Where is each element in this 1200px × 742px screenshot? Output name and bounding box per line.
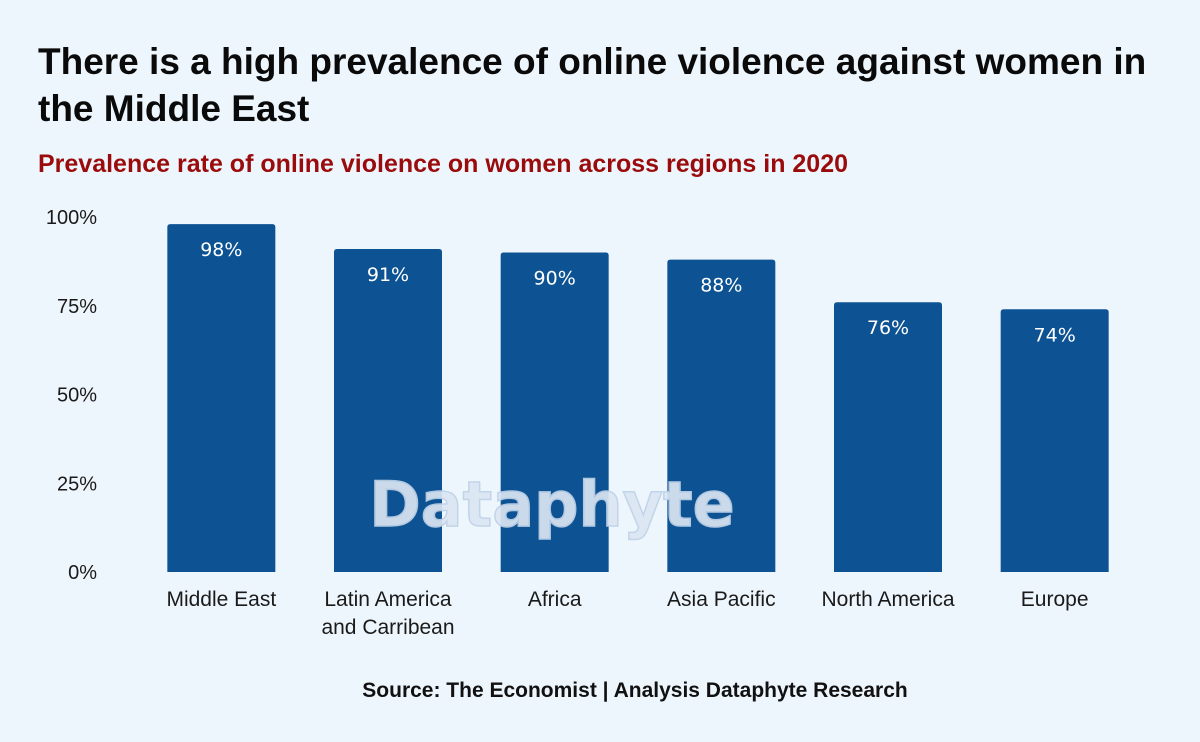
bars [167,224,1109,572]
bar-value-label: 88% [700,275,742,297]
bar [167,224,276,572]
bar [334,248,442,572]
chart-subtitle: Prevalence rate of online violence on wo… [38,150,849,178]
bar [834,302,942,572]
x-tick-label-line: and Carribean [321,616,454,639]
chart-title: There is a high prevalence of online vio… [38,41,1147,129]
x-tick-label-line: Latin America [324,588,452,611]
bar-value-label: 74% [1034,324,1076,346]
y-tick-label: 0% [68,562,97,584]
y-tick-label: 75% [57,296,97,318]
source-note: Source: The Economist | Analysis Dataphy… [362,679,908,702]
y-tick-label: 50% [57,385,97,407]
bar-value-label: 76% [867,317,909,339]
y-axis: 0% 25% 50% 75% 100% [46,207,97,584]
x-tick-label: North America [821,588,954,611]
x-tick-label: Asia Pacific [667,588,776,611]
x-tick-label-line: Asia Pacific [667,588,776,611]
x-tick-label: Europe [1021,588,1089,611]
x-tick-label: Latin America and Carribean [321,588,454,639]
x-tick-label-line: Europe [1021,588,1089,611]
bar [667,259,776,572]
bar-value-label: 98% [200,239,242,261]
y-tick-label: 25% [57,473,97,495]
watermark-layer: Dataphyte [369,467,736,542]
x-axis: Middle East Latin America and Carribean Afr… [166,588,1088,639]
bar [1000,309,1109,572]
x-tick-label-line: North America [821,588,954,611]
x-tick-label-line: Middle East [166,588,276,611]
x-tick-label: Middle East [166,588,276,611]
bar-value-labels: 98% 91% 90% 88% 76% 74% [200,239,1076,346]
dataphyte-watermark: Dataphyte [369,468,734,541]
y-tick-label: 100% [46,207,97,229]
bar-value-label: 90% [534,268,576,290]
bar-value-label: 91% [367,264,409,286]
x-tick-label-line: Africa [528,588,582,611]
x-tick-label: Africa [528,588,582,611]
bar [500,252,609,572]
